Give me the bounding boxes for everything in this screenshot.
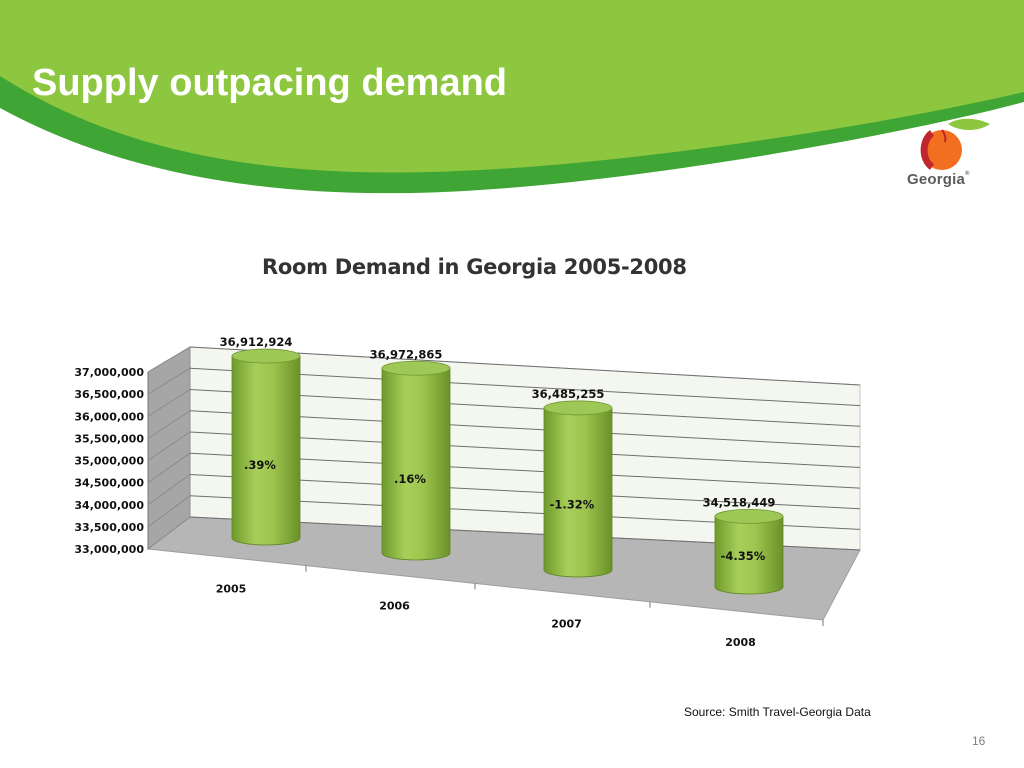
peach-logo-icon xyxy=(920,118,990,170)
y-tick-label: 36,500,000 xyxy=(74,388,144,401)
gridline-side xyxy=(147,474,191,506)
y-tick-label: 33,000,000 xyxy=(74,543,144,556)
y-tick-label: 33,500,000 xyxy=(74,521,144,534)
gridline-side xyxy=(147,346,191,373)
bar-2007 xyxy=(543,400,613,578)
value-label: 34,518,449 xyxy=(703,495,776,509)
bar-top xyxy=(543,400,613,416)
bar-body xyxy=(543,407,613,578)
change-label: .16% xyxy=(394,472,426,486)
bar-top xyxy=(381,360,451,376)
x-tick-label: 2006 xyxy=(379,600,410,613)
bar-2006 xyxy=(381,360,451,561)
bar-top xyxy=(231,348,301,364)
value-label: 36,972,865 xyxy=(370,347,443,361)
gridline xyxy=(189,474,861,510)
gridline-side xyxy=(147,410,191,439)
gridline-side xyxy=(147,495,191,528)
source-note: Source: Smith Travel-Georgia Data xyxy=(684,705,871,719)
change-label: -4.35% xyxy=(721,549,766,563)
y-tick-label: 34,000,000 xyxy=(74,499,144,512)
x-tick-label: 2005 xyxy=(216,582,247,595)
bar-2005 xyxy=(231,348,301,546)
y-tick-label: 35,500,000 xyxy=(74,432,144,445)
bar-body xyxy=(231,355,301,546)
gridline-side xyxy=(147,389,191,417)
bar-body xyxy=(381,367,451,561)
bar-2008 xyxy=(714,508,784,595)
gridline xyxy=(189,389,861,427)
value-label: 36,485,255 xyxy=(532,387,605,401)
gridline xyxy=(189,367,861,407)
y-tick-label: 34,500,000 xyxy=(74,477,144,490)
gridline-side xyxy=(147,431,191,461)
y-tick-label: 36,000,000 xyxy=(74,410,144,423)
gridline-side xyxy=(147,367,191,395)
y-tick-label: 35,000,000 xyxy=(74,455,144,468)
gridline-side xyxy=(147,516,191,550)
slide-title: Supply outpacing demand xyxy=(32,62,508,104)
gridline-side xyxy=(147,452,191,484)
bar-top xyxy=(714,508,784,524)
chart-side-wall xyxy=(147,346,191,551)
logo-text: Georgia® xyxy=(907,171,970,188)
change-label: .39% xyxy=(244,458,276,472)
page-number: 16 xyxy=(972,734,986,748)
x-tick-label: 2008 xyxy=(725,636,756,649)
chart-title: Room Demand in Georgia 2005-2008 xyxy=(262,255,687,279)
change-label: -1.32% xyxy=(550,497,595,511)
value-label: 36,912,924 xyxy=(220,335,293,349)
gridline xyxy=(189,431,861,468)
x-tick-label: 2007 xyxy=(551,618,582,631)
gridline xyxy=(189,346,861,386)
gridline xyxy=(189,410,861,448)
gridline xyxy=(189,452,861,489)
y-tick-label: 37,000,000 xyxy=(74,366,144,379)
bar-body xyxy=(714,515,784,595)
